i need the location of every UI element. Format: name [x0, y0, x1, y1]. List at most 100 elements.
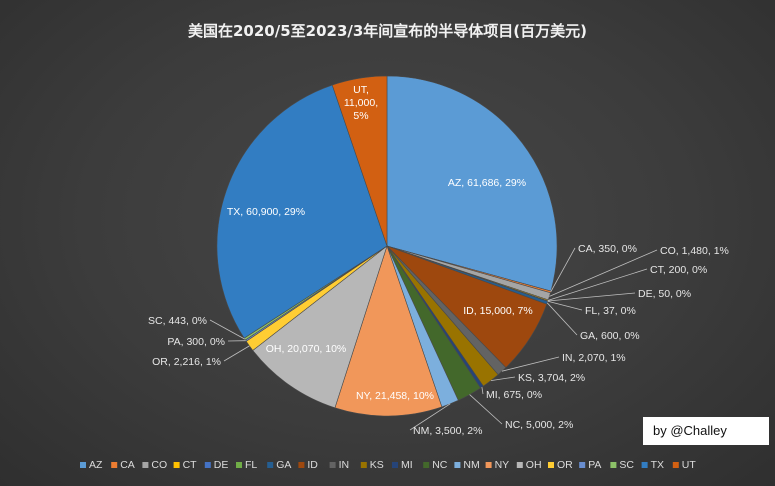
legend-swatch-az	[80, 462, 86, 468]
legend-item-nm: NM	[454, 459, 480, 471]
legend-label-ks: KS	[370, 459, 384, 471]
legend-swatch-mi	[392, 462, 398, 468]
legend-swatch-tx	[641, 462, 648, 468]
pie-slice-oh	[252, 245, 388, 409]
leader-line-co	[549, 249, 658, 297]
leader-line-ga	[546, 302, 578, 336]
leader-line-in	[501, 356, 560, 372]
legend-swatch-ct	[173, 462, 180, 468]
pie-slices	[216, 75, 558, 417]
legend-item-ct: CT	[173, 459, 198, 471]
legend-swatch-ut	[672, 462, 679, 468]
legend-item-co: CO	[142, 459, 167, 471]
legend-item-de: DE	[204, 459, 229, 471]
legend-item-ks: KS	[360, 459, 384, 471]
legend-label-mi: MI	[401, 459, 413, 471]
data-label-ct: CT, 200, 0%	[650, 264, 707, 276]
legend-item-tx: TX	[641, 459, 664, 471]
legend-swatch-nm	[454, 462, 461, 468]
pie-slice-tx	[216, 84, 388, 339]
legend-swatch-ca	[111, 462, 118, 468]
legend-item-fl: FL	[236, 459, 257, 471]
legend-item-ga: GA	[267, 459, 291, 471]
legend-swatch-in	[329, 462, 336, 468]
legend: AZ CA CO CT DE FL GA ID IN KS MI NC NM NY OH OR PA SC TX UT	[80, 459, 696, 471]
legend-swatch-de	[204, 462, 211, 468]
legend-label-ga: GA	[276, 459, 291, 471]
data-label-nm: NM, 3,500, 2%	[413, 425, 482, 437]
legend-label-ct: CT	[183, 459, 198, 471]
legend-swatch-oh	[516, 462, 523, 468]
legend-item-sc: SC	[610, 459, 634, 471]
legend-swatch-nc	[423, 462, 430, 468]
legend-swatch-ny	[485, 462, 492, 468]
legend-swatch-or	[548, 462, 554, 468]
legend-label-de: DE	[214, 459, 229, 471]
legend-swatch-ks	[360, 462, 367, 468]
legend-item-oh: OH	[516, 459, 542, 471]
legend-swatch-id	[298, 462, 305, 468]
leader-line-sc	[209, 319, 245, 340]
legend-label-ut: UT	[682, 459, 697, 471]
legend-swatch-fl	[236, 462, 242, 468]
leader-line-ks	[490, 376, 516, 381]
data-label-ga: GA, 600, 0%	[580, 330, 640, 342]
leader-line-or	[223, 345, 250, 362]
data-label-de: DE, 50, 0%	[638, 288, 691, 300]
legend-swatch-co	[142, 462, 149, 468]
credit-box: by @Challey	[643, 417, 769, 445]
legend-label-nc: NC	[432, 459, 448, 471]
data-label-tx: TX, 60,900, 29%	[227, 206, 305, 218]
data-label-nc: NC, 5,000, 2%	[505, 419, 573, 431]
leader-line-nm	[409, 403, 451, 431]
legend-label-or: OR	[557, 459, 573, 471]
data-label-ny: NY, 21,458, 10%	[356, 390, 434, 402]
legend-label-fl: FL	[245, 459, 257, 471]
legend-label-sc: SC	[619, 459, 634, 471]
legend-label-ca: CA	[120, 459, 135, 471]
legend-label-pa: PA	[588, 459, 601, 471]
data-label-oh: OH, 20,070, 10%	[266, 343, 347, 355]
legend-label-in: IN	[339, 459, 350, 471]
legend-item-pa: PA	[579, 459, 601, 471]
legend-swatch-ga	[267, 462, 274, 468]
leader-line-ca	[550, 247, 576, 293]
legend-label-az: AZ	[89, 459, 103, 471]
legend-item-nc: NC	[423, 459, 448, 471]
leader-line-nc	[469, 394, 503, 425]
pie-slice-ut	[331, 75, 388, 247]
data-label-ca: CA, 350, 0%	[578, 243, 637, 255]
chart-title: 美国在2020/5至2023/3年间宣布的半导体项目(百万美元)	[187, 22, 588, 40]
legend-item-ut: UT	[672, 459, 697, 471]
legend-swatch-sc	[610, 462, 617, 468]
legend-item-in: IN	[329, 459, 350, 471]
data-label-co: CO, 1,480, 1%	[660, 245, 729, 257]
legend-item-ny: NY	[485, 459, 510, 471]
legend-item-ca: CA	[111, 459, 135, 471]
legend-label-tx: TX	[651, 459, 664, 471]
data-label-az: AZ, 61,686, 29%	[448, 177, 526, 189]
legend-label-co: CO	[151, 459, 167, 471]
legend-item-az: AZ	[80, 459, 103, 471]
legend-label-ny: NY	[495, 459, 510, 471]
legend-swatch-pa	[579, 462, 586, 468]
legend-item-or: OR	[548, 459, 573, 471]
pie-slice-az	[386, 75, 558, 292]
data-label-ks: KS, 3,704, 2%	[518, 372, 585, 384]
leader-line-ct	[547, 268, 648, 301]
leader-line-fl	[547, 300, 583, 311]
leader-line-de	[547, 292, 636, 302]
legend-label-oh: OH	[526, 459, 542, 471]
leader-line-mi	[481, 387, 484, 395]
legend-label-id: ID	[307, 459, 318, 471]
data-label-fl: FL, 37, 0%	[585, 305, 636, 317]
data-label-id: ID, 15,000, 7%	[463, 305, 532, 317]
data-label-in: IN, 2,070, 1%	[562, 352, 626, 364]
data-labels: AZ, 61,686, 29% CA, 350, 0% CO, 1,480, 1% C…	[148, 84, 729, 437]
legend-item-id: ID	[298, 459, 318, 471]
data-label-or: OR, 2,216, 1%	[152, 356, 221, 368]
legend-item-mi: MI	[392, 459, 413, 471]
data-label-mi: MI, 675, 0%	[486, 389, 542, 401]
